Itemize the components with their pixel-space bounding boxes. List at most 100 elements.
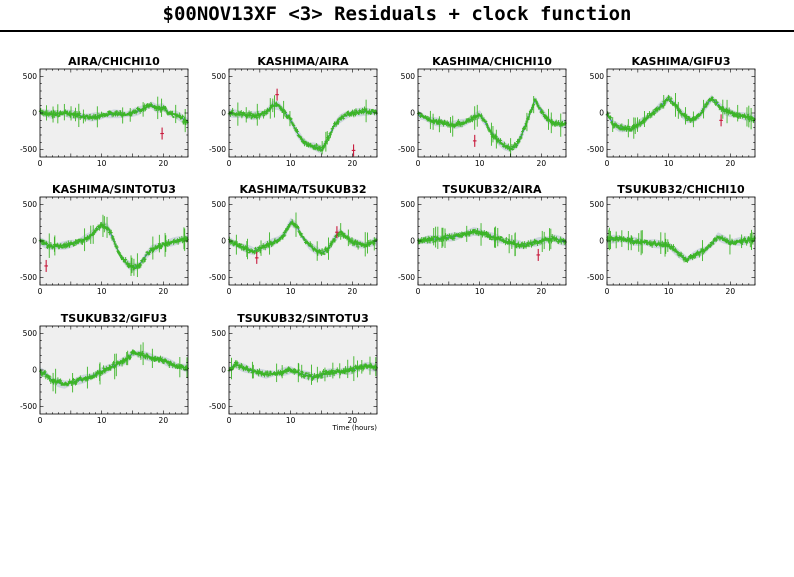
x-tick-label: 10 bbox=[97, 416, 107, 425]
y-tick-label: 0 bbox=[32, 109, 37, 118]
residual-points bbox=[38, 342, 189, 394]
y-tick-label: 0 bbox=[410, 109, 415, 118]
x-tick-label: 0 bbox=[416, 287, 421, 296]
residual-points bbox=[227, 212, 378, 261]
clock-uncertainty-band bbox=[607, 232, 755, 263]
residual-points bbox=[227, 356, 379, 385]
x-tick-label: 0 bbox=[416, 159, 421, 168]
panel-title: KASHIMA/SINTOTU3 bbox=[52, 183, 176, 196]
y-tick-label: -500 bbox=[209, 273, 226, 282]
x-tick-label: 20 bbox=[159, 416, 169, 425]
x-tick-label: 10 bbox=[97, 159, 107, 168]
panel-title: AIRA/CHICHI10 bbox=[68, 55, 160, 68]
residual-points bbox=[605, 92, 756, 139]
y-tick-label: 500 bbox=[23, 72, 38, 81]
y-tick-label: 500 bbox=[401, 200, 416, 209]
outlier-point bbox=[335, 226, 339, 239]
x-tick-label: 10 bbox=[475, 159, 485, 168]
residual-points bbox=[38, 214, 189, 278]
outlier-point bbox=[719, 114, 723, 127]
residual-points bbox=[38, 96, 189, 133]
residual-points bbox=[605, 227, 756, 263]
y-tick-label: 500 bbox=[23, 200, 38, 209]
axis-ticks bbox=[606, 197, 756, 285]
y-tick-label: -500 bbox=[398, 273, 415, 282]
y-tick-label: 500 bbox=[401, 72, 416, 81]
residual-points bbox=[416, 96, 567, 157]
panel-title: TSUKUB32/CHICHI10 bbox=[617, 183, 745, 196]
x-tick-label: 20 bbox=[348, 287, 358, 296]
x-tick-label: 10 bbox=[664, 287, 674, 296]
y-tick-label: -500 bbox=[209, 145, 226, 154]
x-tick-label: 0 bbox=[38, 416, 43, 425]
axis-ticks bbox=[417, 69, 567, 157]
y-tick-label: -500 bbox=[20, 273, 37, 282]
panel-title: KASHIMA/CHICHI10 bbox=[432, 55, 552, 68]
outlier-point bbox=[254, 251, 259, 264]
x-tick-label: 0 bbox=[605, 159, 610, 168]
axis-ticks bbox=[39, 326, 189, 414]
page-title: $00NOV13XF <3> Residuals + clock functio… bbox=[162, 3, 632, 25]
axis-ticks bbox=[228, 69, 378, 157]
y-tick-label: 0 bbox=[221, 237, 226, 246]
axis-ticks bbox=[39, 197, 189, 285]
outlier-point bbox=[536, 248, 541, 261]
y-tick-label: 0 bbox=[221, 109, 226, 118]
axis-ticks bbox=[228, 197, 378, 285]
residual-points bbox=[416, 223, 567, 257]
outlier-point bbox=[44, 259, 48, 272]
axis-ticks bbox=[417, 197, 567, 285]
axis-ticks bbox=[606, 69, 756, 157]
x-tick-label: 10 bbox=[286, 287, 296, 296]
y-tick-label: -500 bbox=[587, 145, 604, 154]
y-tick-label: 0 bbox=[32, 237, 37, 246]
x-tick-label: 10 bbox=[664, 159, 674, 168]
y-tick-label: 0 bbox=[410, 237, 415, 246]
y-tick-label: 0 bbox=[599, 109, 604, 118]
outlier-point bbox=[160, 127, 164, 140]
y-tick-label: -500 bbox=[20, 402, 37, 411]
residual-points bbox=[227, 95, 378, 155]
y-tick-label: 500 bbox=[212, 200, 227, 209]
panel-title: TSUKUB32/AIRA bbox=[443, 183, 542, 196]
x-tick-label: 20 bbox=[537, 159, 547, 168]
clock-uncertainty-band bbox=[229, 360, 377, 381]
y-tick-label: -500 bbox=[587, 273, 604, 282]
y-tick-label: 500 bbox=[212, 72, 227, 81]
y-tick-label: -500 bbox=[20, 145, 37, 154]
y-tick-label: 0 bbox=[599, 237, 604, 246]
x-tick-label: 20 bbox=[726, 159, 736, 168]
x-tick-label: 20 bbox=[159, 287, 169, 296]
x-tick-label: 10 bbox=[97, 287, 107, 296]
x-tick-label: 20 bbox=[726, 287, 736, 296]
panel-title: TSUKUB32/GIFU3 bbox=[61, 312, 168, 325]
y-tick-label: 0 bbox=[32, 366, 37, 375]
x-tick-label: 20 bbox=[537, 287, 547, 296]
y-tick-label: 500 bbox=[23, 329, 38, 338]
x-tick-label: 0 bbox=[38, 159, 43, 168]
panel-title: KASHIMA/GIFU3 bbox=[632, 55, 731, 68]
x-tick-label: 20 bbox=[159, 159, 169, 168]
x-tick-label: 0 bbox=[605, 287, 610, 296]
x-tick-label: 10 bbox=[286, 159, 296, 168]
x-tick-label: 0 bbox=[227, 159, 232, 168]
panel-title: KASHIMA/AIRA bbox=[257, 55, 349, 68]
title-rule bbox=[0, 30, 794, 32]
x-tick-label: 20 bbox=[348, 159, 358, 168]
y-tick-label: 500 bbox=[590, 72, 605, 81]
panel-title: KASHIMA/TSUKUB32 bbox=[239, 183, 366, 196]
y-tick-label: 500 bbox=[590, 200, 605, 209]
y-tick-label: -500 bbox=[398, 145, 415, 154]
x-tick-label: 0 bbox=[227, 287, 232, 296]
